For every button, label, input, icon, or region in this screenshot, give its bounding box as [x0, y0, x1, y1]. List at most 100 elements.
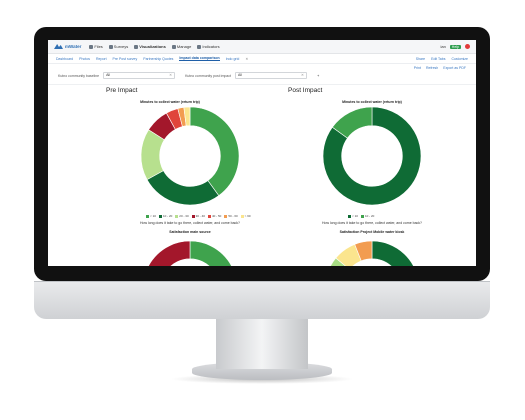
legend-item[interactable]: 20 - 30	[175, 214, 189, 218]
filter-bar: Kutno community baseline All ✕ Kutno comm…	[58, 72, 319, 79]
post-minutes-legend: < 10 10 - 20	[348, 214, 374, 218]
clear-filter-icon[interactable]: ✕	[301, 73, 304, 77]
legend-item[interactable]: 50 - 60	[224, 214, 238, 218]
edit-tabs-button[interactable]: Edit Tabs	[431, 56, 446, 61]
nav-indicators[interactable]: Indicators	[197, 44, 220, 49]
legend-swatch	[146, 214, 149, 218]
legend-item[interactable]: < 10	[348, 214, 358, 218]
filter-select-baseline[interactable]: All ✕	[103, 72, 176, 79]
post-minutes-donut	[322, 106, 422, 206]
legend-item[interactable]: < 10	[146, 214, 156, 218]
nav-manage[interactable]: Manage	[171, 44, 192, 49]
legend-item[interactable]: 10 - 20	[158, 214, 173, 218]
print-button[interactable]: Print	[413, 66, 421, 70]
legend-swatch	[224, 214, 228, 218]
nav-right: ian Help	[440, 44, 470, 49]
nav-visualizations[interactable]: Visualizations	[134, 44, 166, 49]
donut-slice[interactable]	[143, 240, 191, 266]
pre-minutes-donut	[140, 106, 240, 206]
legend-label: 10 - 20	[162, 214, 173, 218]
tab-actions: Share Edit Tabs Customize	[416, 57, 468, 61]
post-chart1-title: Minutes to collect water (return trip)	[342, 100, 402, 104]
post-question: How long does it take to go there, colle…	[321, 221, 422, 225]
post-impact-title: Post Impact	[288, 87, 323, 94]
legend-label: 40 - 50	[211, 214, 222, 218]
tab-indo-grid[interactable]: Indo grid	[225, 56, 240, 61]
legend-swatch	[175, 214, 179, 218]
tab-report[interactable]: Report	[96, 56, 107, 61]
tab-partnership-quotes[interactable]: Partnership Quotes	[143, 56, 174, 61]
divider	[48, 84, 476, 85]
nav-files[interactable]: Files	[89, 44, 103, 49]
indicators-icon	[197, 44, 202, 49]
post-satisfaction-donut	[326, 240, 419, 266]
pre-chart2-title: Satisfaction main source	[169, 230, 211, 234]
export-pdf-button[interactable]: Export as PDF	[443, 66, 466, 70]
legend-label: > 60	[244, 214, 251, 218]
filter-label-post: Kutno community post impact	[185, 73, 231, 78]
nav-manage-label: Manage	[176, 44, 192, 49]
screen: mWater Files Surveys Visualizations Mana…	[48, 40, 476, 266]
notification-icon[interactable]	[465, 44, 470, 49]
logo-text: mWater	[65, 44, 82, 49]
surveys-icon	[108, 44, 113, 49]
legend-swatch	[191, 214, 195, 218]
nav-indicators-label: Indicators	[202, 44, 220, 49]
legend-label: 10 - 20	[364, 214, 375, 218]
tab-dashboard[interactable]: Dashboard	[56, 56, 74, 61]
donut-slice[interactable]	[183, 106, 191, 127]
tab-pre-post-survey[interactable]: Pre Post survey	[112, 56, 138, 61]
tab-photos[interactable]: Photos	[79, 56, 91, 61]
legend-item[interactable]: 10 - 20	[360, 214, 375, 218]
nav-surveys[interactable]: Surveys	[108, 44, 129, 49]
close-tab-icon[interactable]: ✕	[245, 56, 249, 61]
legend-swatch	[207, 214, 211, 218]
legend-item[interactable]: > 60	[240, 214, 251, 218]
manage-icon	[171, 44, 176, 49]
tab-impact-data-comparison[interactable]: Impact data comparison	[179, 56, 220, 61]
nav-files-label: Files	[94, 44, 103, 49]
legend-label: < 10	[150, 214, 156, 218]
donut-slice[interactable]	[146, 170, 220, 206]
legend-item[interactable]: 30 - 40	[191, 214, 205, 218]
donut-slice[interactable]	[189, 240, 237, 266]
filter-value-baseline: All	[106, 73, 110, 77]
dashboard-actions: Print Refresh Export as PDF	[414, 66, 466, 70]
legend-swatch	[158, 214, 162, 218]
refresh-button[interactable]: Refresh	[425, 66, 439, 70]
mwater-logo-icon	[54, 44, 63, 49]
donut-slice[interactable]	[354, 240, 373, 262]
legend-label: 30 - 40	[195, 214, 205, 218]
pre-satisfaction-donut	[143, 240, 237, 266]
donut-slice[interactable]	[322, 106, 422, 206]
dashboard-tabs: Dashboard Photos Report Pre Post survey …	[48, 54, 476, 64]
user-menu[interactable]: ian	[440, 44, 446, 49]
add-filter-icon[interactable]: +	[316, 73, 320, 78]
legend-swatch	[360, 214, 364, 218]
nav-surveys-label: Surveys	[113, 44, 129, 49]
legend-label: 50 - 60	[228, 214, 238, 218]
legend-item[interactable]: 40 - 50	[207, 214, 222, 218]
monitor-chin	[34, 281, 490, 319]
pre-impact-title: Pre Impact	[106, 87, 138, 94]
filter-value-post: All	[237, 73, 242, 77]
donut-slice[interactable]	[189, 106, 240, 197]
post-chart2-title: Satisfaction Project Mobile water kiosk	[339, 230, 405, 234]
nav-visualizations-label: Visualizations	[139, 44, 166, 49]
legend-swatch	[348, 214, 351, 218]
legend-label: < 10	[352, 214, 358, 218]
filter-select-post[interactable]: All ✕	[234, 72, 307, 79]
customize-button[interactable]: Customize	[451, 56, 468, 61]
donut-slice[interactable]	[326, 240, 419, 266]
visualizations-icon	[134, 44, 139, 49]
top-nav-bar: mWater Files Surveys Visualizations Mana…	[48, 40, 476, 54]
files-icon	[89, 44, 94, 49]
legend-swatch	[240, 214, 244, 218]
help-button[interactable]: Help	[449, 44, 461, 49]
app-logo[interactable]: mWater	[54, 44, 81, 49]
donut-slice[interactable]	[331, 106, 373, 139]
clear-filter-icon[interactable]: ✕	[169, 73, 173, 77]
share-button[interactable]: Share	[415, 56, 426, 61]
pre-question: How long does it take to go there, colle…	[139, 221, 240, 225]
